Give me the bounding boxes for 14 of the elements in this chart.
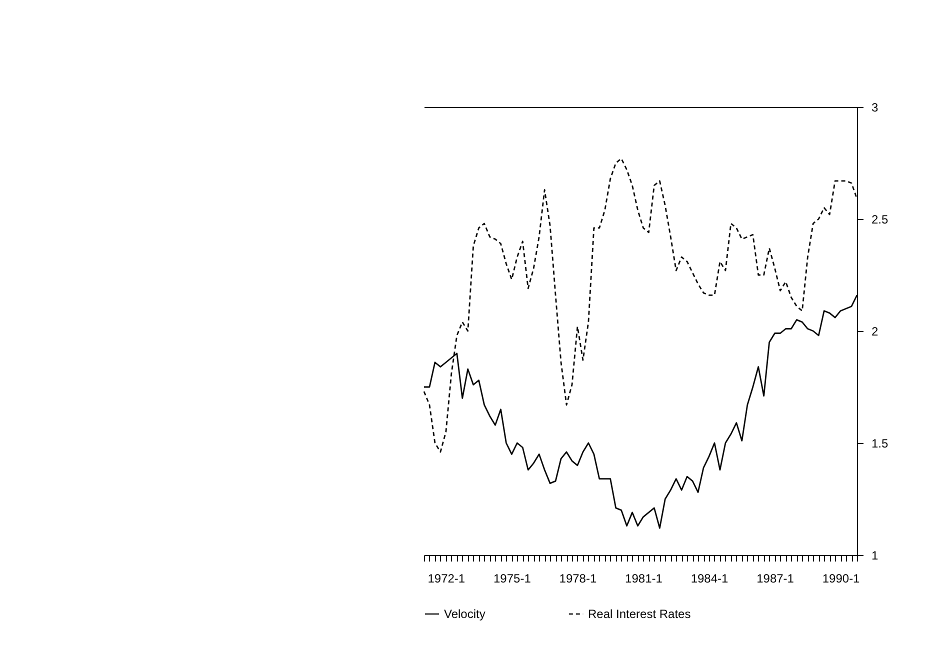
y-tick-label: 2: [872, 324, 878, 338]
y-tick-label: 1.5: [872, 436, 889, 450]
x-tick-label: 1972-1: [428, 572, 466, 586]
legend-label: Velocity: [444, 607, 486, 621]
x-tick-label: 1978-1: [559, 572, 597, 586]
x-tick-label: 1990-1: [822, 572, 860, 586]
x-tick-label: 1987-1: [756, 572, 794, 586]
y-tick-label: 1: [872, 548, 878, 562]
x-tick-label: 1975-1: [494, 572, 532, 586]
x-tick-label: 1984-1: [690, 572, 729, 586]
y-tick-label: 2.5: [872, 212, 889, 226]
y-tick-label: 3: [872, 100, 878, 114]
x-tick-label: 1981-1: [625, 572, 663, 586]
legend-label: Real Interest Rates: [588, 607, 691, 621]
